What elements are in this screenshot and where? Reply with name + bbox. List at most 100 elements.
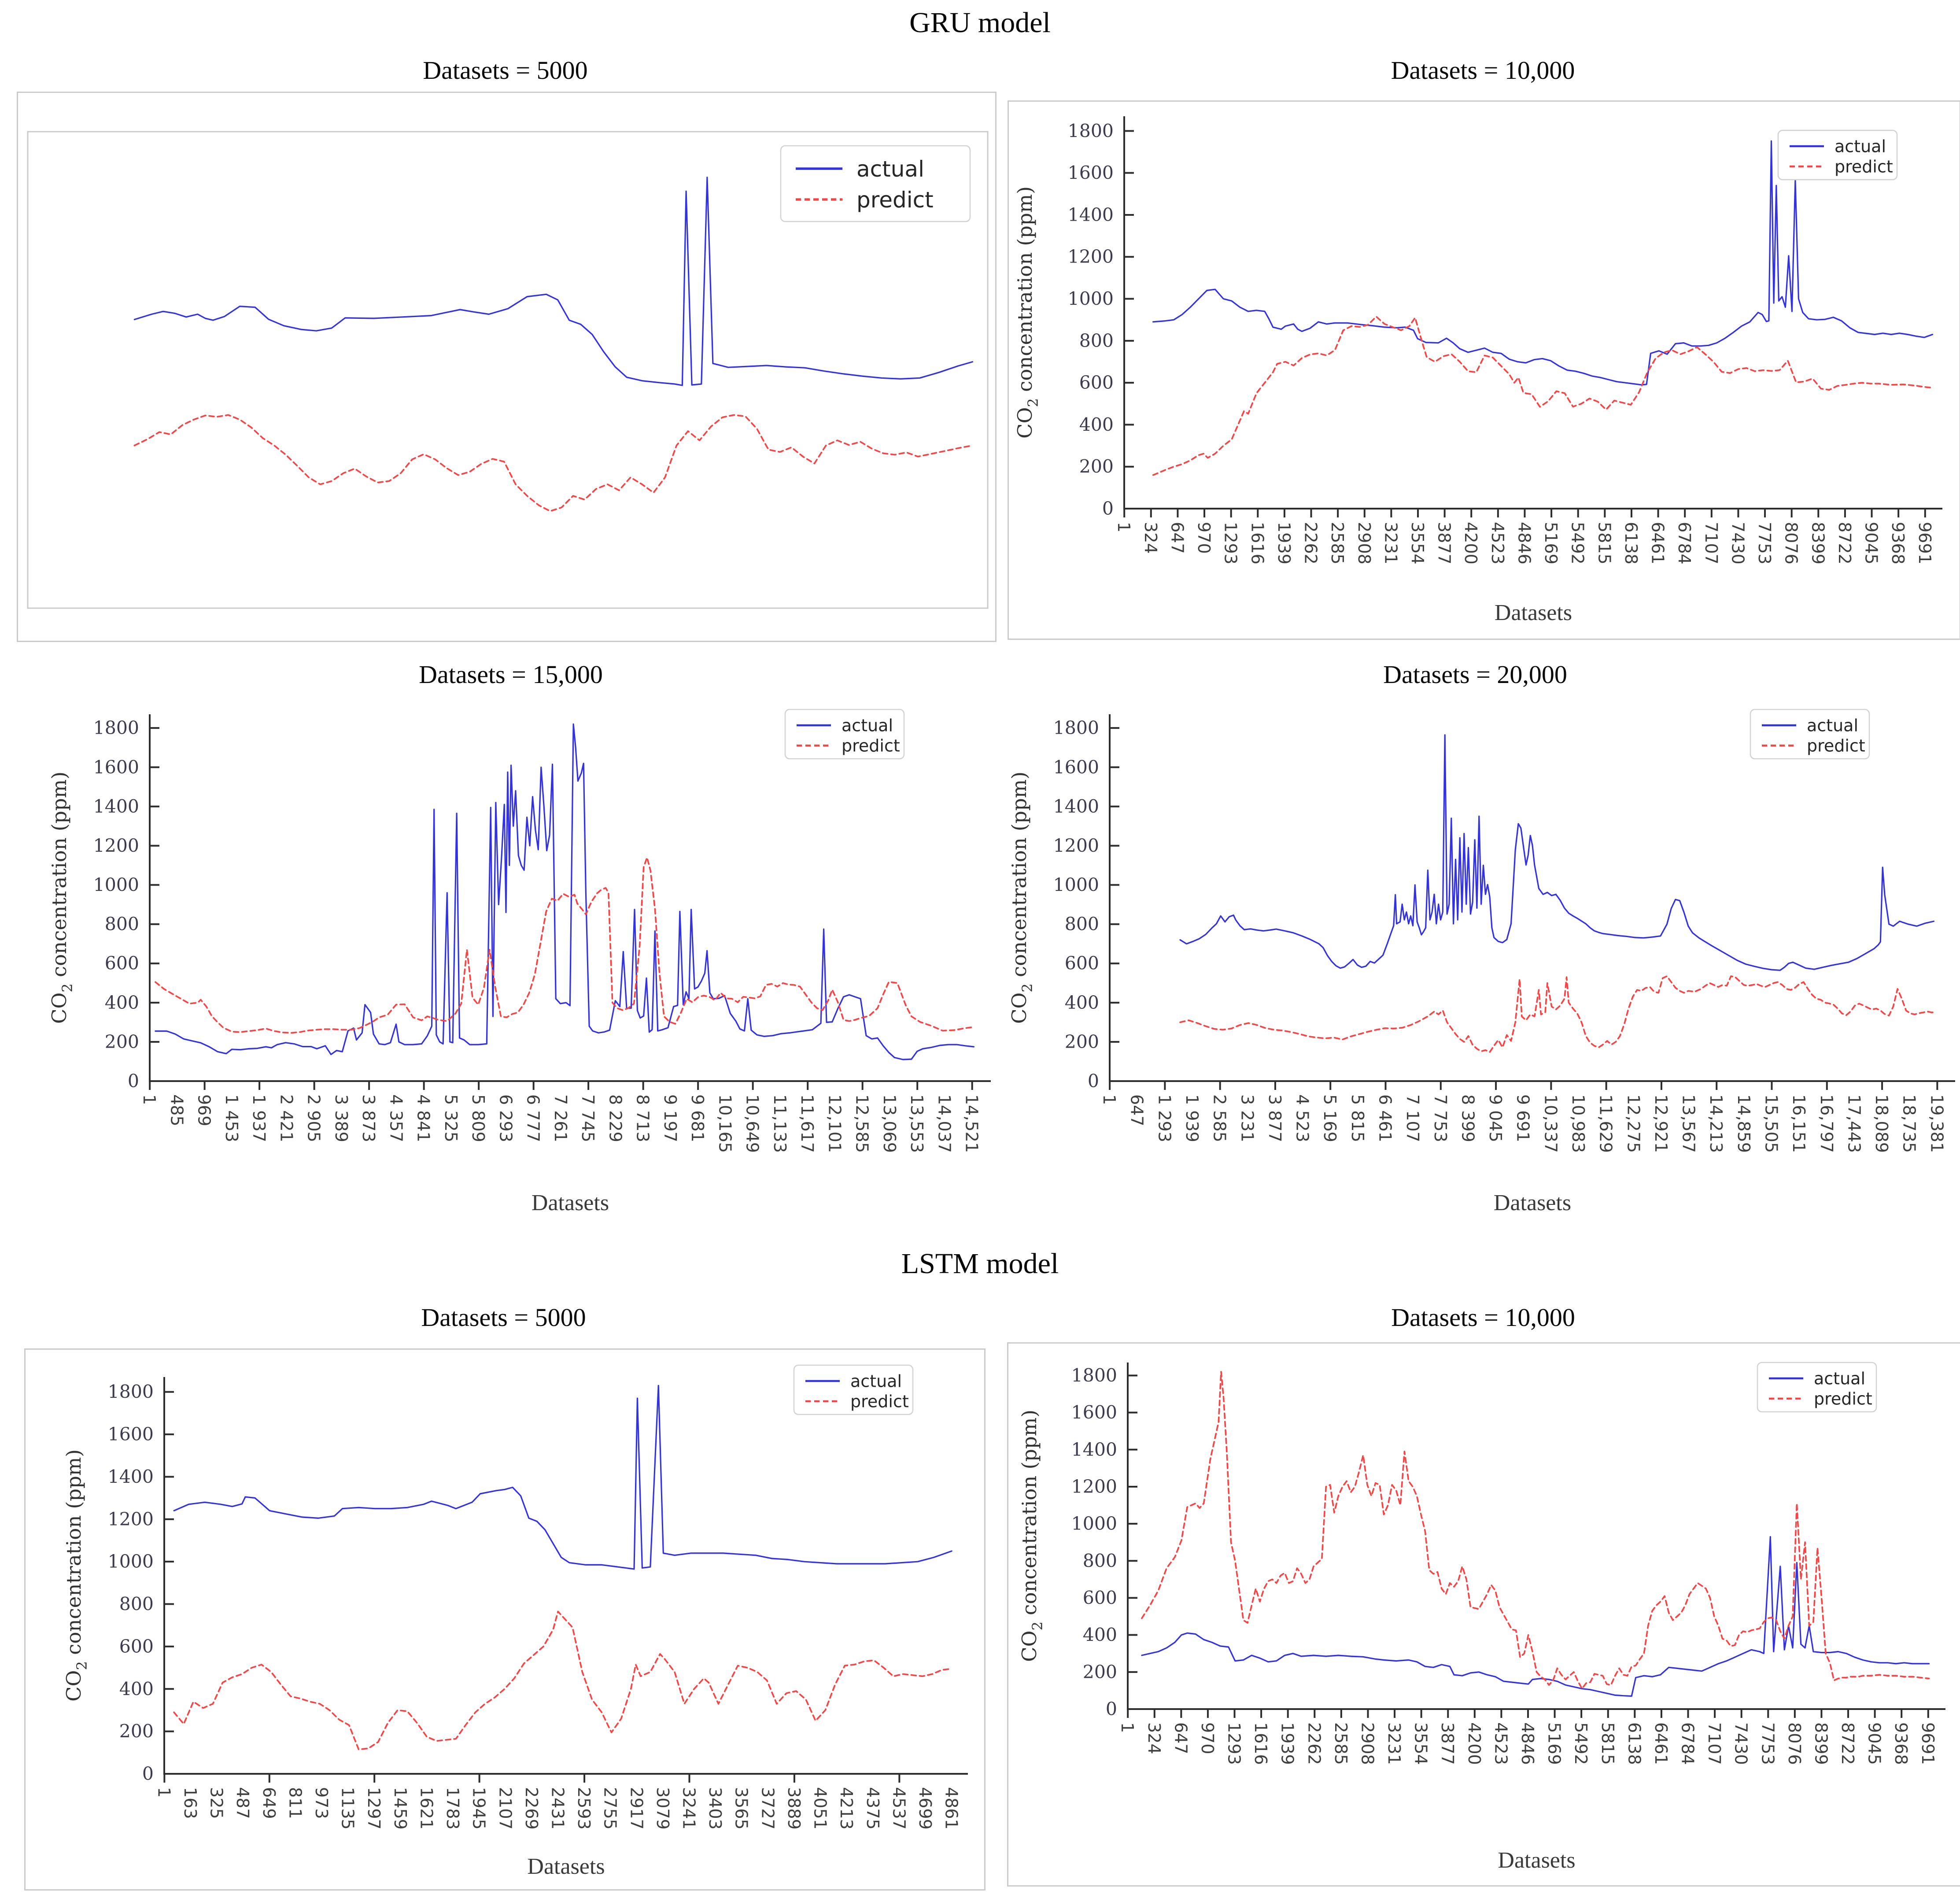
x-tick-label: 6 777 [524, 1094, 543, 1142]
y-tick-label: 1800 [1068, 120, 1114, 141]
predict-line [1179, 975, 1937, 1053]
x-tick-label: 1459 [391, 1787, 410, 1830]
y-tick-label: 1000 [1071, 1513, 1117, 1534]
x-tick-label: 11,133 [770, 1094, 790, 1153]
x-tick-label: 19,381 [1927, 1094, 1946, 1153]
x-tick-label: 2269 [522, 1787, 541, 1830]
x-tick-label: 5815 [1598, 1722, 1617, 1765]
x-tick-label: 1 [140, 1094, 159, 1105]
chart-title-lstm-5000: Datasets = 5000 [421, 1303, 586, 1332]
x-tick-label: 3727 [758, 1787, 777, 1830]
axes: 0 200 400 600 800 1000 1200 1400 1600 1800 1 485 969… [93, 714, 991, 1153]
x-tick-label: 811 [285, 1787, 305, 1819]
y-tick-label: 1600 [108, 1424, 154, 1445]
x-tick-label: 6138 [1621, 522, 1641, 565]
x-tick-label: 970 [1198, 1722, 1217, 1754]
actual-line [155, 723, 974, 1060]
x-tick-label: 9691 [1915, 522, 1934, 565]
x-tick-label: 3 877 [1265, 1094, 1285, 1142]
x-tick-label: 1945 [469, 1787, 489, 1830]
chart-panel-gru-5000: actual predict [17, 92, 997, 642]
x-tick-label: 5169 [1545, 1722, 1564, 1765]
x-tick-label: 3565 [732, 1787, 751, 1830]
legend-predict-label: predict [842, 736, 900, 756]
y-tick-label: 600 [1079, 372, 1114, 393]
x-tick-label: 7753 [1755, 522, 1774, 565]
predict-line [133, 414, 974, 512]
x-tick-label: 1 [1100, 1094, 1119, 1105]
x-tick-label: 7107 [1705, 1722, 1724, 1765]
x-tick-label: 6 461 [1376, 1094, 1395, 1142]
y-tick-label: 0 [1102, 498, 1114, 519]
y-tick-label: 0 [128, 1071, 139, 1092]
x-tick-label: 2431 [548, 1787, 567, 1830]
x-tick-label: 4200 [1461, 522, 1480, 565]
x-tick-label: 5 325 [441, 1094, 461, 1142]
x-tick-label: 8076 [1782, 522, 1801, 565]
x-tick-label: 6784 [1675, 522, 1694, 565]
y-tick-label: 1800 [1071, 1365, 1117, 1386]
y-tick-label: 1200 [1053, 835, 1099, 856]
x-tick-label: 1293 [1225, 1722, 1244, 1765]
x-tick-label: 2 421 [277, 1094, 296, 1142]
y-tick-label: 1800 [1053, 717, 1099, 739]
x-tick-label: 487 [233, 1787, 252, 1819]
gru-20000-svg: 0 200 400 600 800 1000 1200 1400 1600 1800 1 647 1 2… [1008, 709, 1955, 1215]
y-tick-label: 1200 [1068, 246, 1114, 267]
x-tick-label: 4523 [1488, 522, 1507, 565]
y-tick-label: 1600 [1068, 162, 1114, 184]
x-tick-label: 8722 [1838, 1722, 1857, 1765]
x-tick-label: 649 [259, 1787, 279, 1819]
x-tick-label: 2908 [1355, 522, 1374, 565]
x-axis-label: Datasets [532, 1190, 609, 1215]
x-tick-label: 9691 [1918, 1722, 1938, 1765]
x-tick-label: 1939 [1274, 522, 1294, 565]
legend-predict-label: predict [1807, 736, 1865, 756]
x-tick-label: 3554 [1411, 1722, 1431, 1765]
x-tick-label: 18,089 [1872, 1094, 1891, 1153]
y-tick-label: 400 [1079, 414, 1114, 435]
x-tick-label: 647 [1127, 1094, 1147, 1126]
x-tick-label: 1621 [417, 1787, 436, 1830]
x-tick-label: 8076 [1785, 1722, 1804, 1765]
x-tick-label: 4846 [1514, 522, 1534, 565]
x-tick-label: 7 261 [551, 1094, 570, 1142]
y-tick-label: 800 [119, 1594, 154, 1615]
x-tick-label: 3241 [679, 1787, 699, 1830]
x-tick-label: 4200 [1465, 1722, 1484, 1765]
x-tick-label: 14,037 [934, 1094, 954, 1153]
actual-line [1179, 734, 1935, 971]
x-tick-label: 1293 [1221, 522, 1240, 565]
x-tick-label: 969 [195, 1094, 214, 1126]
x-tick-label: 4051 [811, 1787, 830, 1830]
y-tick-label: 1600 [93, 757, 139, 778]
x-tick-label: 1616 [1248, 522, 1267, 565]
x-tick-label: 1 [1114, 522, 1133, 532]
x-tick-label: 6784 [1678, 1722, 1698, 1765]
x-tick-label: 2262 [1301, 522, 1321, 565]
legend-actual-label: actual [850, 1372, 902, 1391]
y-tick-label: 800 [105, 914, 139, 935]
x-tick-label: 9 691 [1513, 1094, 1533, 1142]
x-tick-label: 2 905 [304, 1094, 324, 1142]
x-tick-label: 7 753 [1431, 1094, 1450, 1142]
axes: 0 200 400 600 800 1000 1200 1400 1600 1800 1 324 647… [1071, 1363, 1945, 1765]
chart-title-gru-20000: Datasets = 20,000 [1383, 660, 1567, 689]
x-tick-label: 4 523 [1293, 1094, 1312, 1142]
x-tick-label: 9368 [1891, 1722, 1911, 1765]
y-tick-label: 1000 [93, 875, 139, 896]
gru-5000-svg: actual predict [27, 131, 989, 609]
axes: 0 200 400 600 800 1000 1200 1400 1600 1800 1 324 647… [1068, 116, 1942, 565]
y-tick-label: 400 [105, 992, 139, 1013]
x-tick-label: 12,585 [853, 1094, 872, 1153]
x-tick-label: 8 399 [1458, 1094, 1477, 1142]
x-tick-label: 9 197 [661, 1094, 680, 1142]
x-tick-label: 5 815 [1348, 1094, 1367, 1142]
x-tick-label: 1 453 [222, 1094, 241, 1142]
x-tick-label: 4699 [915, 1787, 935, 1830]
y-tick-label: 800 [1083, 1550, 1117, 1571]
x-tick-label: 970 [1194, 522, 1214, 554]
x-tick-label: 12,921 [1651, 1094, 1671, 1153]
